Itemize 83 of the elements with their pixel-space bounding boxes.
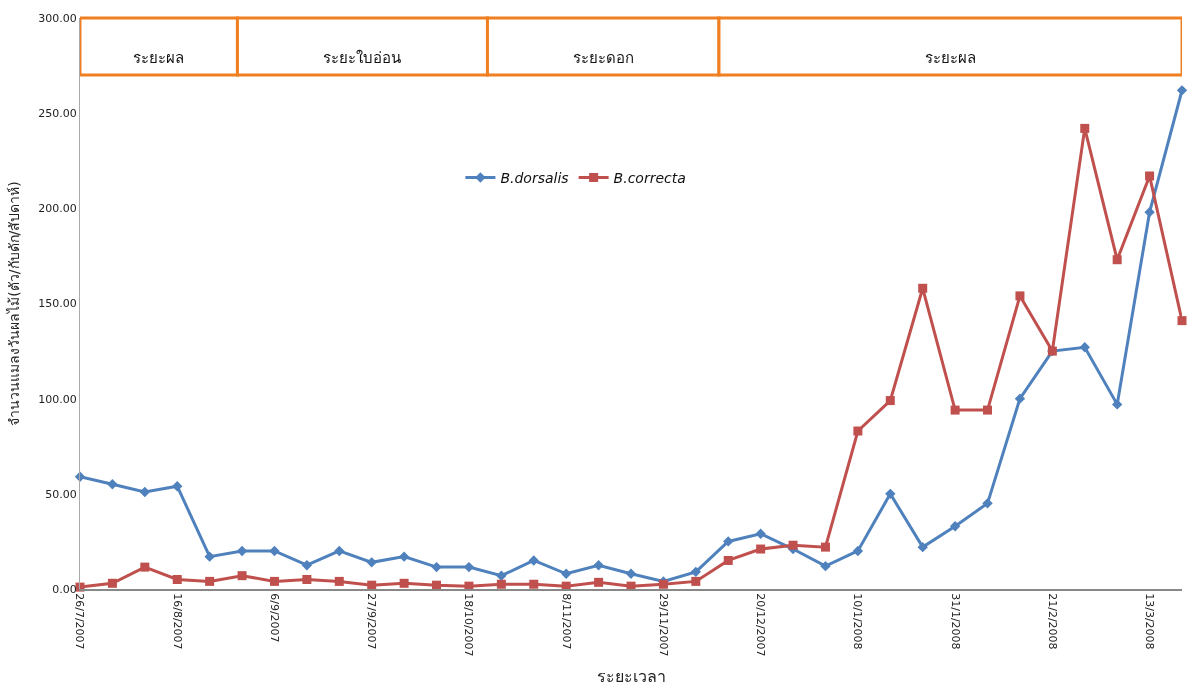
point xyxy=(983,405,993,415)
point xyxy=(885,488,896,500)
x-tick-label: 8/11/2007 xyxy=(559,593,573,650)
point xyxy=(625,568,637,579)
point xyxy=(301,560,313,571)
band-label: ระยะผล xyxy=(133,49,184,67)
point xyxy=(885,396,895,406)
point xyxy=(496,579,506,589)
y-tick-label: 100.00 xyxy=(38,392,77,406)
point xyxy=(366,557,377,568)
x-tick-label: 31/1/2008 xyxy=(948,593,962,650)
point xyxy=(1145,171,1155,181)
point xyxy=(205,576,215,586)
point xyxy=(1144,206,1155,218)
point xyxy=(399,578,409,588)
point xyxy=(918,283,928,293)
x-tick-label: 16/8/2007 xyxy=(170,593,184,650)
point xyxy=(917,541,928,553)
band-label: ระยะผล xyxy=(925,49,976,67)
point xyxy=(950,405,960,415)
point xyxy=(528,555,539,566)
y-tick-label: 300.00 xyxy=(38,11,77,25)
point xyxy=(398,551,410,562)
point xyxy=(820,542,830,552)
point xyxy=(691,576,701,586)
point xyxy=(1014,393,1026,404)
point xyxy=(756,544,766,554)
point xyxy=(302,574,312,584)
point xyxy=(172,481,183,492)
point xyxy=(852,545,864,557)
x-axis-title: ระยะเวลา xyxy=(596,666,666,686)
point xyxy=(431,561,442,573)
point xyxy=(269,576,279,586)
point xyxy=(1112,255,1122,265)
point xyxy=(949,520,961,532)
x-tick-label: 27/9/2007 xyxy=(365,593,379,650)
point xyxy=(755,528,766,539)
x-tick-label: 20/12/2007 xyxy=(754,593,768,657)
point xyxy=(496,570,507,581)
y-tick-label: 250.00 xyxy=(38,107,77,121)
point xyxy=(788,540,798,550)
y-tick-label: 150.00 xyxy=(38,297,77,311)
x-tick-label: 21/2/2008 xyxy=(1045,593,1059,650)
point xyxy=(334,576,344,586)
band-label: ระยะดอก xyxy=(573,49,634,67)
point xyxy=(204,551,215,562)
point xyxy=(820,560,831,572)
point xyxy=(560,568,572,579)
point xyxy=(1177,316,1187,326)
point xyxy=(593,560,604,571)
band-label: ระยะใบอ่อน xyxy=(323,49,401,67)
x-tick-label: 18/10/2007 xyxy=(462,593,476,657)
point xyxy=(1176,85,1188,96)
point xyxy=(1079,342,1090,353)
legend-label: B.dorsalis xyxy=(500,169,569,186)
point xyxy=(853,426,863,436)
point xyxy=(1111,399,1123,410)
point xyxy=(172,574,182,584)
x-tick-label: 13/3/2008 xyxy=(1143,593,1157,650)
y-tick-label: 0.00 xyxy=(52,582,77,596)
point xyxy=(139,486,151,498)
x-tick-label: 26/7/2007 xyxy=(73,593,87,650)
y-tick-label: 50.00 xyxy=(45,487,77,501)
y-tick-label: 200.00 xyxy=(38,202,77,216)
x-tick-label: 29/11/2007 xyxy=(656,593,670,657)
legend-label: B.correcta xyxy=(613,169,686,186)
point xyxy=(237,571,247,581)
point xyxy=(529,579,539,589)
y-axis-title: จำนวนแมลงวันผลไม้(ตัว/กับดัก/สัปดาห์) xyxy=(5,181,22,426)
point xyxy=(1080,123,1090,133)
point xyxy=(723,536,734,547)
point xyxy=(982,498,993,509)
point xyxy=(690,566,702,578)
point xyxy=(1015,291,1025,301)
point xyxy=(140,562,150,572)
point xyxy=(334,545,345,557)
x-tick-label: 6/9/2007 xyxy=(267,593,281,643)
point xyxy=(107,578,117,588)
point xyxy=(594,577,604,587)
point xyxy=(269,545,280,557)
point xyxy=(107,479,118,490)
x-tick-label: 10/1/2008 xyxy=(851,593,865,650)
point xyxy=(723,555,733,565)
